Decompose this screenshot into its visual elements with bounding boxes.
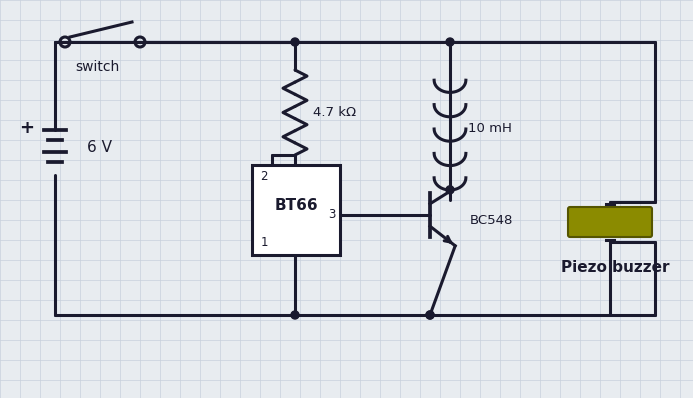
Circle shape	[291, 38, 299, 46]
Text: BT66: BT66	[274, 197, 318, 213]
Text: 2: 2	[261, 170, 267, 183]
Circle shape	[446, 186, 454, 194]
Text: 4.7 kΩ: 4.7 kΩ	[313, 105, 356, 119]
Text: +: +	[19, 119, 35, 137]
Circle shape	[426, 311, 434, 319]
Text: 1: 1	[261, 236, 267, 250]
Circle shape	[291, 311, 299, 319]
Text: Piezo buzzer: Piezo buzzer	[561, 260, 669, 275]
Text: switch: switch	[75, 60, 119, 74]
Circle shape	[446, 38, 454, 46]
FancyBboxPatch shape	[252, 165, 340, 255]
Text: 6 V: 6 V	[87, 140, 112, 156]
Text: 10 mH: 10 mH	[468, 123, 512, 135]
Text: BC548: BC548	[470, 213, 514, 226]
Circle shape	[426, 311, 434, 319]
FancyBboxPatch shape	[568, 207, 652, 237]
Text: 3: 3	[328, 209, 335, 222]
